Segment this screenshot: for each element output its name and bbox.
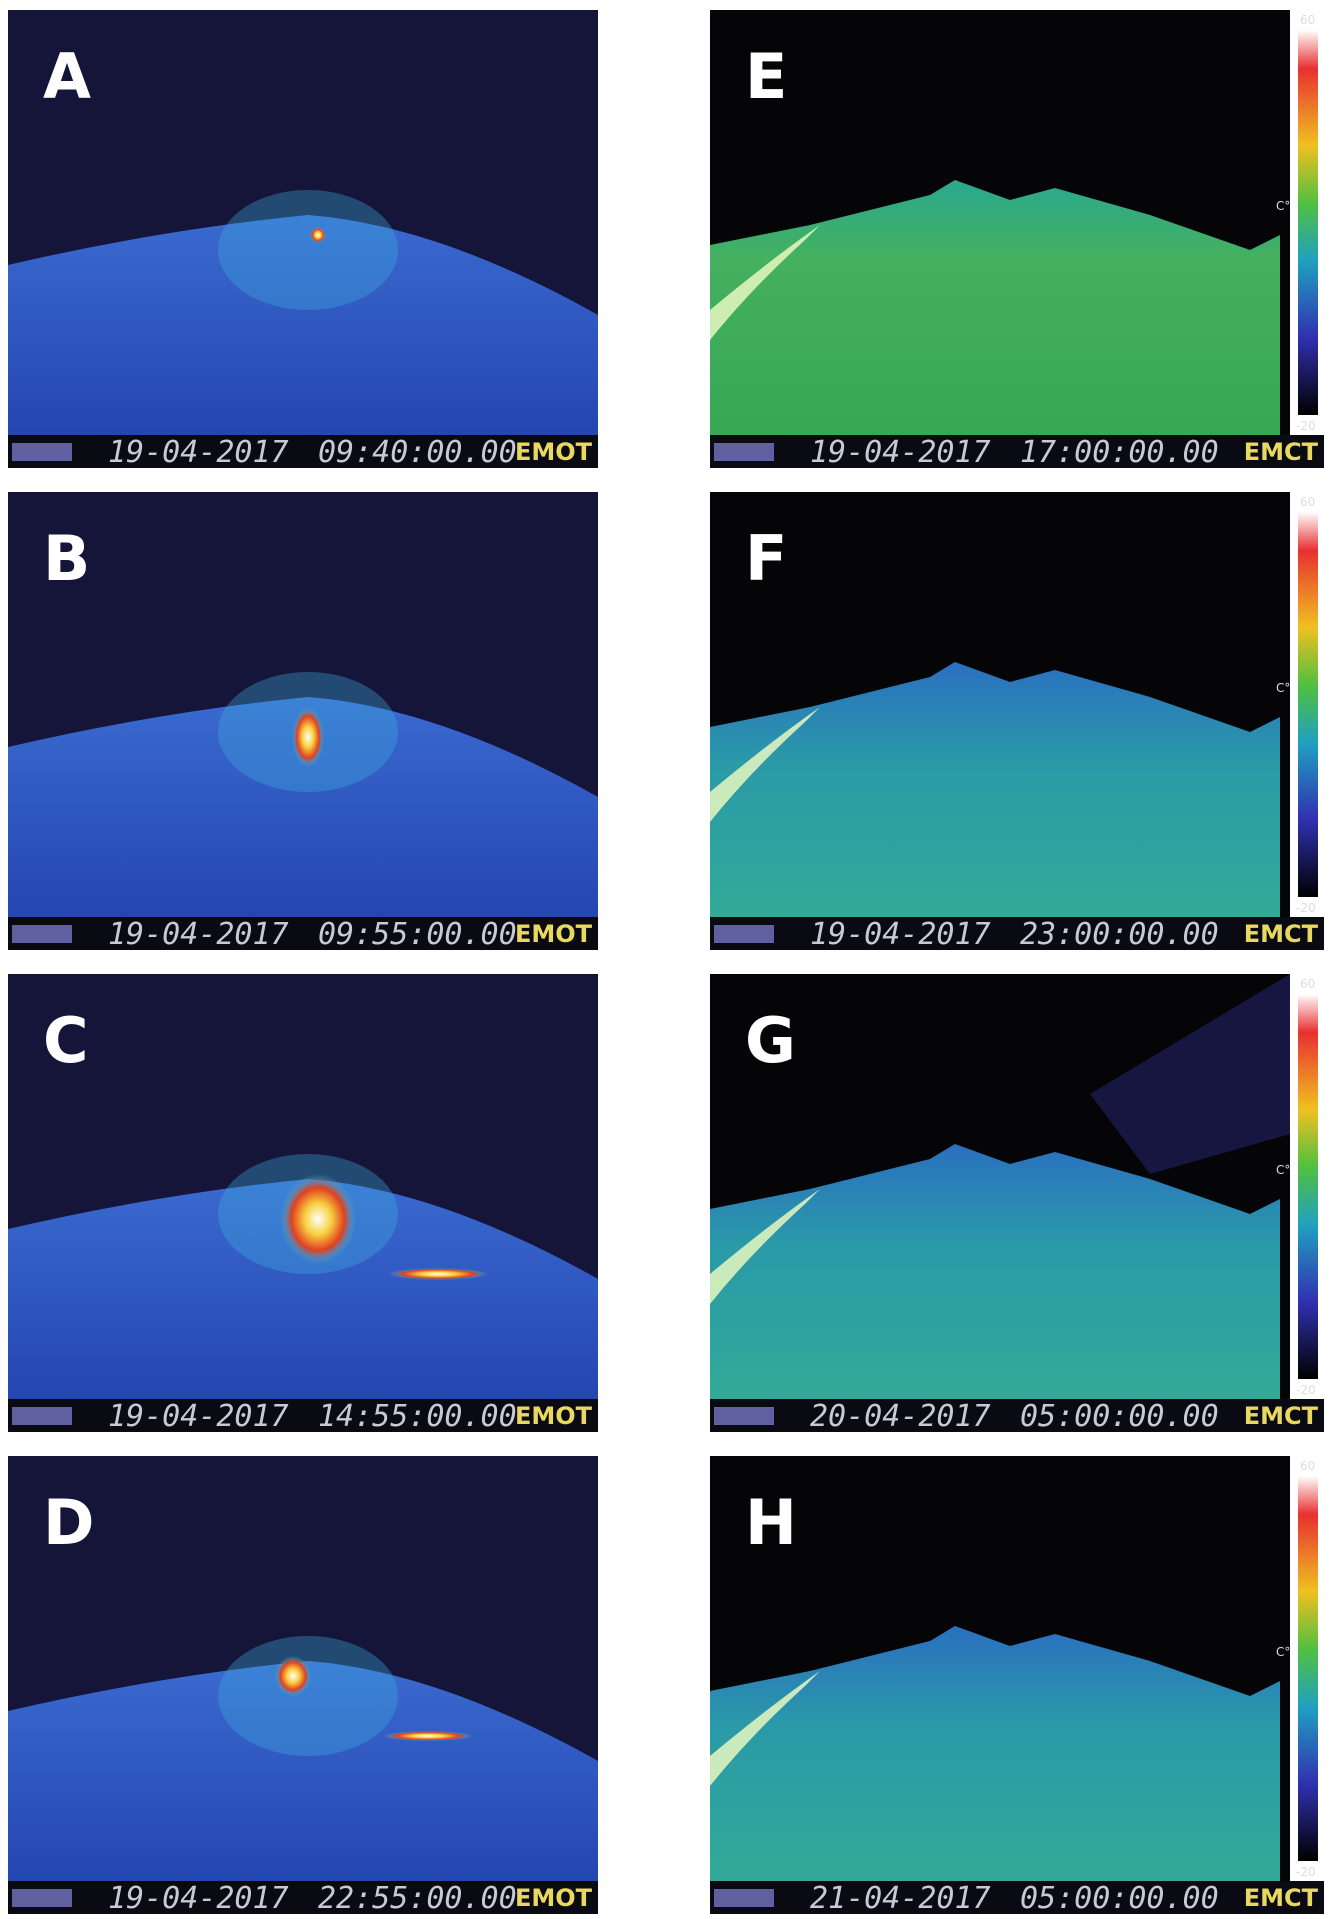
timestamp-bar	[710, 1881, 1324, 1914]
panel-letter: B	[43, 522, 90, 595]
plume	[1090, 974, 1290, 1174]
volcano	[710, 662, 1280, 917]
color-bar	[1298, 30, 1318, 415]
camera-id: EMOT	[515, 920, 593, 948]
hot-spot	[292, 707, 324, 767]
logo	[12, 443, 72, 461]
timestamp-bar	[8, 1881, 598, 1914]
hot-spot	[310, 227, 326, 243]
logo	[12, 1889, 72, 1907]
camera-id: EMOT	[515, 1884, 593, 1912]
timestamp-bar	[8, 435, 598, 468]
logo	[714, 1889, 774, 1907]
timestamp-time: 05:00:00.00	[1020, 1881, 1219, 1916]
logo	[12, 925, 72, 943]
timestamp-time: 14:55:00.00	[318, 1399, 517, 1434]
thermal-panel: 60 C° -20 H 21-04-2017 05:00:00.00 EMCT	[710, 1456, 1324, 1916]
hot-spot	[383, 1731, 473, 1741]
timestamp-time: 23:00:00.00	[1020, 917, 1219, 952]
panel-letter: D	[43, 1486, 94, 1559]
timestamp-bar	[8, 917, 598, 950]
hot-spot	[275, 1656, 311, 1696]
camera-id: EMOT	[515, 1402, 593, 1430]
panel-letter: G	[745, 1004, 796, 1077]
glow	[218, 1636, 398, 1756]
timestamp-time: 09:40:00.00	[318, 435, 517, 470]
timestamp-time: 22:55:00.00	[318, 1881, 517, 1916]
camera-id: EMOT	[515, 438, 593, 466]
timestamp-time: 09:55:00.00	[318, 917, 517, 952]
color-bar	[1298, 512, 1318, 897]
color-bar	[1298, 1476, 1318, 1861]
volcano	[8, 1179, 598, 1399]
scale-max: 60	[1300, 1459, 1315, 1473]
panel-letter: F	[745, 522, 787, 595]
camera-id: EMCT	[1244, 1884, 1319, 1912]
logo	[12, 1407, 72, 1425]
hot-spot	[388, 1268, 488, 1280]
timestamp-bar	[710, 917, 1324, 950]
logo	[714, 443, 774, 461]
timestamp-time: 17:00:00.00	[1020, 435, 1219, 470]
hot-spot	[280, 1174, 356, 1264]
volcano	[8, 697, 598, 917]
logo	[714, 925, 774, 943]
scale-max: 60	[1300, 977, 1315, 991]
volcano	[710, 1144, 1280, 1399]
volcano	[8, 215, 598, 435]
panel-letter: C	[43, 1004, 89, 1077]
camera-id: EMCT	[1244, 920, 1319, 948]
timestamp-date: 19-04-2017	[810, 435, 991, 470]
panel-letter: E	[745, 40, 787, 113]
timestamp-bar	[710, 435, 1324, 468]
thermal-panel: 60 C° -20 F 19-04-2017 23:00:00.00 EMCT	[710, 492, 1324, 952]
thermal-panel: 60 C° -20 G 20-04-2017 05:00:00.00 EMCT	[710, 974, 1324, 1434]
scale-max: 60	[1300, 13, 1315, 27]
timestamp-bar	[710, 1399, 1324, 1432]
scale-unit: C°	[1276, 1163, 1290, 1177]
scale-unit: C°	[1276, 681, 1290, 695]
scale-min: -20	[1296, 1383, 1316, 1397]
scale-min: -20	[1296, 1865, 1316, 1879]
volcano	[710, 180, 1280, 435]
timestamp-date: 19-04-2017	[108, 435, 289, 470]
color-bar	[1298, 994, 1318, 1379]
timestamp-date: 19-04-2017	[108, 917, 289, 952]
volcano	[710, 1626, 1280, 1881]
scale-max: 60	[1300, 495, 1315, 509]
volcano	[8, 1661, 598, 1881]
logo	[714, 1407, 774, 1425]
timestamp-date: 19-04-2017	[108, 1881, 289, 1916]
timestamp-time: 05:00:00.00	[1020, 1399, 1219, 1434]
timestamp-date: 21-04-2017	[810, 1881, 991, 1916]
timestamp-date: 19-04-2017	[810, 917, 991, 952]
scale-unit: C°	[1276, 199, 1290, 213]
scale-min: -20	[1296, 419, 1316, 433]
scale-min: -20	[1296, 901, 1316, 915]
timestamp-bar	[8, 1399, 598, 1432]
glow	[218, 190, 398, 310]
timestamp-date: 19-04-2017	[108, 1399, 289, 1434]
camera-id: EMCT	[1244, 438, 1319, 466]
scale-unit: C°	[1276, 1645, 1290, 1659]
thermal-panel: 60 C° -20 E 19-04-2017 17:00:00.00 EMCT	[710, 10, 1324, 470]
panel-letter: A	[43, 40, 91, 113]
camera-id: EMCT	[1244, 1402, 1319, 1430]
timestamp-date: 20-04-2017	[810, 1399, 991, 1434]
panel-letter: H	[745, 1486, 797, 1559]
